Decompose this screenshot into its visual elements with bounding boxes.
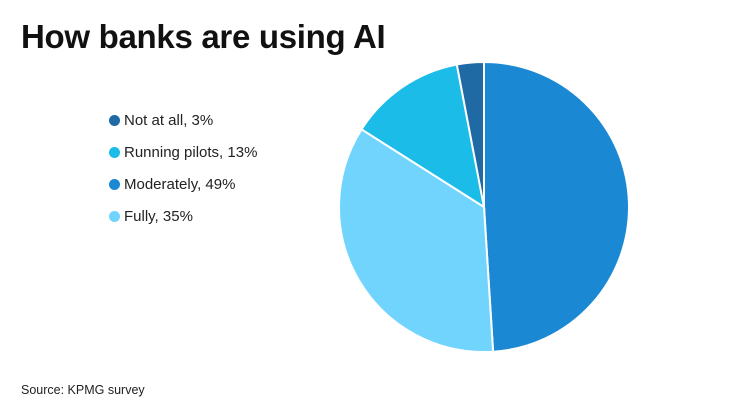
pie-slice-fully (338, 127, 495, 353)
legend-swatch (109, 178, 120, 190)
legend-item-running-pilots: Running pilots, 13% (109, 136, 257, 168)
legend-item-fully: Fully, 35% (109, 200, 257, 232)
legend-swatch (109, 210, 120, 222)
pie-slice-running-pilots (360, 63, 486, 210)
pie-slice-not-at-all (455, 60, 485, 208)
chart-title: How banks are using AI (21, 18, 386, 55)
legend-item-moderately: Moderately, 49% (109, 168, 257, 200)
legend-label: Moderately, 49% (124, 175, 236, 193)
legend-item-not-at-all: Not at all, 3% (109, 104, 257, 136)
legend-label: Not at all, 3% (124, 111, 214, 129)
legend: Not at all, 3% Running pilots, 13% Moder… (109, 104, 257, 232)
legend-swatch (109, 146, 120, 158)
pie-slice-moderately (483, 60, 631, 353)
legend-swatch (109, 114, 120, 126)
legend-label: Fully, 35% (124, 207, 193, 225)
legend-label: Running pilots, 13% (124, 143, 258, 161)
source-note: Source: KPMG survey (21, 383, 145, 397)
